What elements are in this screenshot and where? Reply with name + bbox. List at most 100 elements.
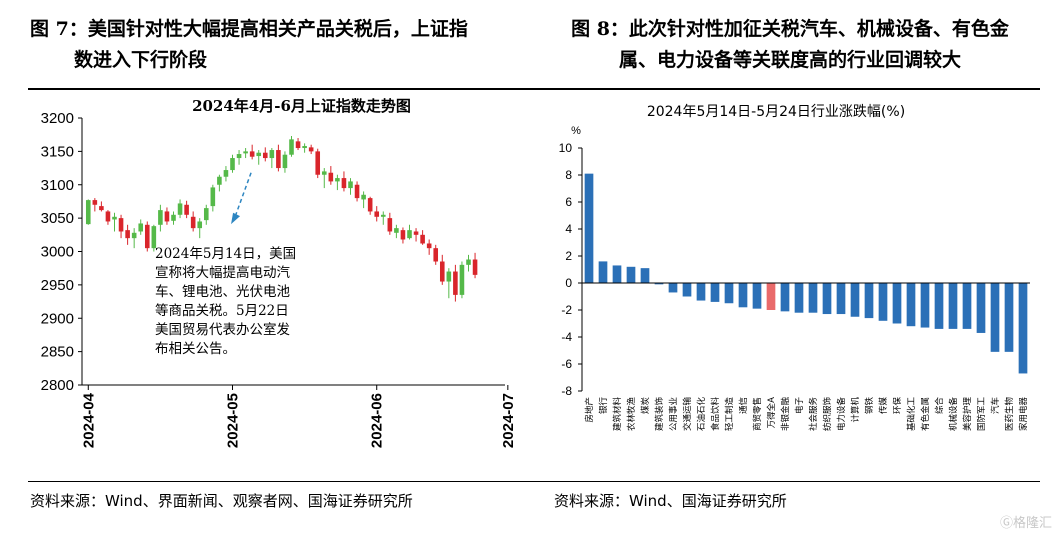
candle-body (282, 154, 288, 169)
annotation-text-line: 2024年5月14日，美国 (155, 246, 296, 262)
candle-body (433, 248, 439, 262)
right-figure-title: 图 8：此次针对性加征关税汽车、机械设备、有色金 属、电力设备等关联度高的行业回… (550, 14, 1030, 76)
candle-body (243, 151, 248, 154)
bar-y-tick-label: 8 (565, 168, 572, 182)
industry-bar (794, 283, 804, 313)
industry-bar (948, 283, 958, 329)
industry-bar (696, 283, 706, 301)
industry-bar (864, 283, 874, 319)
annotation-text-line: 美国贸易代表办公室发 (155, 321, 290, 338)
candle-body (407, 230, 412, 239)
candle-body (138, 223, 144, 232)
industry-bar (822, 283, 832, 315)
candle-body (335, 178, 340, 182)
industry-label: 电子 (794, 397, 805, 415)
candle-body (302, 146, 307, 149)
industry-label: 计算机 (850, 397, 861, 423)
annotation-text-line: 等商品关税。5月22日 (155, 302, 289, 319)
industry-label: 有色金属 (920, 397, 931, 431)
candle-body (164, 211, 170, 222)
bar-chart-title: 2024年5月14日-5月24日行业涨跌幅(%) (647, 104, 905, 120)
industry-bar (738, 283, 748, 308)
candle-body (439, 261, 445, 282)
industry-label: 石油石化 (696, 397, 707, 432)
candle-x-tick-label: 2024-07 (500, 393, 517, 448)
industry-label: 国防军工 (976, 397, 987, 432)
candle-y-tick-label: 2850 (41, 344, 74, 361)
industry-label: 综合 (934, 397, 945, 415)
annotation-text-line: 宣称将大幅提高电动汽 (155, 264, 290, 281)
candle-body (256, 152, 262, 157)
candle-body (203, 208, 209, 221)
candle-body (85, 200, 91, 225)
candle-body (262, 152, 268, 159)
candle-y-tick-label: 3100 (41, 177, 74, 194)
industry-bar (962, 283, 972, 329)
candle-body (361, 194, 366, 200)
industry-bar (920, 283, 930, 328)
annotation-arrowhead (231, 212, 241, 225)
candle-body (125, 230, 130, 239)
candle-x-tick-label: 2024-05 (225, 393, 242, 448)
right-title-line2: 属、电力设备等关联度高的行业回调较大 (618, 49, 961, 71)
candle-body (190, 216, 196, 229)
industry-label: 基础化工 (906, 397, 917, 432)
industry-bar (878, 283, 888, 321)
industry-label: 机械设备 (948, 397, 959, 432)
bar-y-tick-label: -8 (561, 384, 572, 398)
candle-body (420, 234, 425, 244)
industry-label: 建筑装饰 (654, 397, 665, 432)
industry-bar (990, 283, 1000, 352)
industry-bar (584, 173, 594, 283)
bar-y-tick-label: 0 (565, 276, 572, 290)
industry-bar (766, 283, 776, 310)
candle-body (321, 171, 327, 175)
candle-body (394, 228, 399, 233)
candle-y-tick-label: 2900 (41, 310, 74, 327)
watermark-logo: Ⓖ格隆汇 (999, 516, 1052, 531)
bar-y-tick-label: 4 (565, 222, 572, 236)
candle-body (328, 172, 334, 182)
candle-x-tick-label: 2024-06 (369, 393, 386, 448)
candle-body (144, 224, 150, 249)
industry-bar (934, 283, 944, 329)
candle-body (269, 150, 275, 159)
candle-y-tick-label: 2950 (41, 277, 74, 294)
candle-body (223, 170, 229, 177)
industry-label: 社会服务 (808, 397, 819, 432)
candle-body (348, 181, 353, 189)
industry-label: 非银金融 (780, 397, 791, 432)
industry-label: 美容护理 (962, 397, 973, 432)
industry-bar (836, 283, 846, 315)
industry-label: 医药生物 (1004, 397, 1015, 432)
candle-body (308, 147, 314, 152)
annotation-text-line: 布相关公告。 (155, 341, 236, 357)
candle-body (92, 200, 98, 205)
right-source-note: 资料来源：Wind、国海证券研究所 (554, 492, 787, 510)
industry-bar (654, 283, 664, 285)
candle-body (177, 203, 183, 215)
candle-body (367, 198, 373, 212)
industry-label: 环保 (892, 397, 903, 415)
industry-label: 汽车 (990, 397, 1001, 414)
bottom-divider (28, 481, 1040, 482)
industry-bar (1004, 283, 1014, 352)
candle-body (276, 150, 281, 169)
candle-body (466, 259, 471, 265)
industry-label: 交通运输 (682, 397, 693, 432)
candle-body (387, 218, 393, 232)
industry-label: 公用事业 (668, 397, 679, 431)
candle-body (99, 206, 104, 211)
left-title-line1: 图 7：美国针对性大幅提高相关产品关税后，上证指 (30, 18, 468, 40)
bar-y-unit: % (571, 125, 581, 137)
industry-label: 通信 (738, 397, 749, 415)
candle-body (105, 211, 111, 222)
industry-bar (668, 283, 678, 293)
candle-body (315, 151, 321, 175)
bar-y-tick-label: 6 (565, 195, 572, 209)
candle-body (118, 218, 124, 232)
bar-y-tick-label: 10 (559, 141, 573, 155)
industry-bar (626, 266, 636, 283)
industry-label: 纺织服饰 (822, 397, 833, 432)
